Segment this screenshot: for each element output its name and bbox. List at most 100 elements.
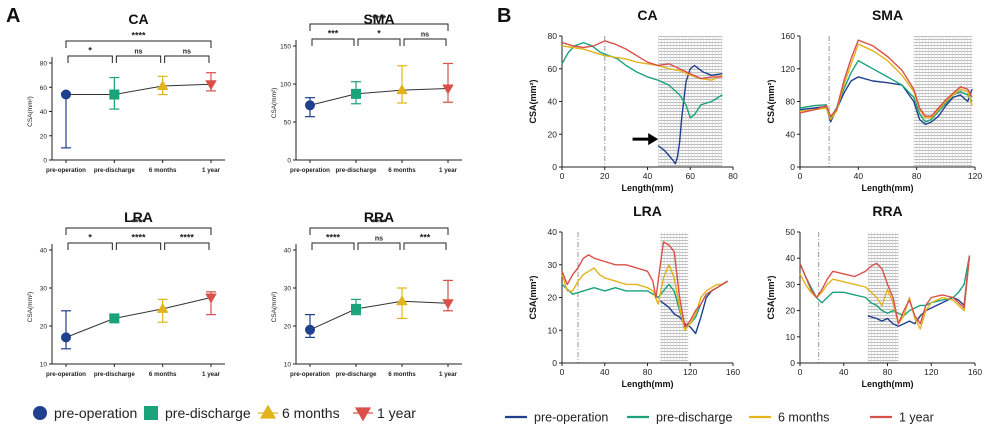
mean-line (66, 83, 212, 96)
mean-marker-6-months (156, 80, 169, 91)
x-tick-label: pre-discharge (336, 167, 377, 174)
significance-label: **** (372, 14, 387, 24)
y-tick-label: 120 (781, 64, 795, 74)
annotation-arrow-head (648, 133, 659, 146)
y-tick-label: 20 (284, 324, 292, 331)
series-line-1-year (799, 39, 973, 117)
y-tick-label: 0 (790, 162, 795, 172)
series-line-6-months (799, 43, 973, 121)
x-tick-label: 1 year (202, 167, 220, 174)
y-axis-label: CSA(mm²) (528, 275, 538, 319)
significance-bracket (115, 55, 162, 63)
legend-label: pre-discharge (165, 405, 251, 421)
y-axis-label: CSA(mm²) (27, 96, 34, 127)
y-axis-label: CSA(mm²) (271, 292, 278, 323)
mean-marker-pre-discharge (109, 89, 120, 100)
y-tick-label: 30 (284, 286, 292, 293)
x-tick-label: 120 (924, 367, 938, 377)
chart-title: LRA (124, 209, 153, 225)
chart-a-sma: SMA 0 50 100 150 CSA(mm²) pre-operation pre-dis… (271, 11, 462, 174)
mean-marker-pre-operation (305, 100, 315, 111)
x-tick-label: 1 year (202, 371, 220, 378)
y-tick-label: 0 (43, 158, 47, 165)
y-axis-label: CSA(mm²) (766, 275, 776, 319)
y-tick-label: 30 (40, 286, 48, 293)
x-tick-label: pre-discharge (94, 167, 135, 174)
x-axis-label: Length(mm) (862, 379, 914, 389)
legend-label: pre-operation (54, 405, 137, 421)
chart-title: RRA (364, 209, 394, 225)
y-tick-label: 80 (548, 31, 558, 41)
legend-label: pre-operation (534, 411, 608, 425)
x-tick-label: 0 (798, 171, 803, 181)
chart-b-lra: LRA 0 10 20 30 40 0 40 80 120 160 Length(mm) CSA(mm²… (528, 203, 740, 389)
y-axis-label: CSA(mm²) (271, 88, 278, 119)
x-tick-label: 20 (600, 171, 610, 181)
x-tick-label: 160 (968, 367, 982, 377)
y-tick-label: 40 (548, 97, 558, 107)
x-tick-label: pre-operation (290, 167, 330, 174)
x-tick-label: 40 (839, 367, 849, 377)
plots-layer: CA 0 20 40 60 80 CSA(mm²) pre-operation pre-disc… (27, 7, 982, 389)
significance-label: **** (326, 233, 341, 243)
legend-item-pre-operation: pre-operation (33, 405, 137, 421)
y-tick-label: 0 (790, 358, 795, 368)
y-tick-label: 20 (548, 129, 558, 139)
significance-label: *** (420, 233, 431, 243)
mean-marker-pre-discharge (109, 313, 120, 324)
y-tick-label: 60 (40, 85, 48, 92)
x-tick-label: pre-operation (46, 371, 86, 378)
significance-label: * (88, 46, 92, 56)
mean-marker-6-months (156, 302, 169, 313)
y-axis-label: CSA(mm²) (766, 79, 776, 123)
x-axis-label: Length(mm) (862, 183, 914, 193)
significance-bracket (65, 40, 212, 48)
x-axis-label: Length(mm) (622, 379, 674, 389)
y-tick-label: 150 (280, 44, 291, 51)
chart-b-sma: SMA 0 40 80 120 160 0 40 80 120 Length(mm) CSA(mm²) (766, 7, 982, 193)
x-tick-label: 80 (643, 367, 653, 377)
mean-line (309, 88, 449, 106)
y-tick-label: 80 (786, 97, 796, 107)
x-tick-label: 80 (912, 171, 922, 181)
significance-label: **** (180, 233, 195, 243)
mean-marker-pre-discharge (351, 303, 361, 314)
y-tick-label: 10 (284, 362, 292, 369)
x-tick-label: pre-discharge (336, 371, 377, 378)
significance-bracket (357, 38, 401, 46)
significance-bracket (67, 242, 113, 250)
y-tick-label: 0 (552, 162, 557, 172)
mean-marker-1-year (205, 80, 217, 91)
chart-a-lra: LRA 10 20 30 40 CSA(mm²) pre-operation pre-disc… (27, 209, 225, 378)
significance-bracket (164, 242, 210, 250)
y-axis-label: CSA(mm²) (27, 292, 34, 323)
mean-marker-pre-operation (305, 324, 315, 335)
series-line-pre-discharge (799, 255, 971, 317)
mean-marker-6-months (396, 84, 408, 95)
x-tick-label: 60 (686, 171, 696, 181)
x-tick-label: pre-operation (46, 167, 86, 174)
significance-bracket (403, 242, 447, 250)
y-tick-label: 60 (548, 64, 558, 74)
legend-marker-pre-discharge (144, 406, 158, 420)
legend-item-1-year: 1 year (870, 411, 934, 425)
significance-bracket (309, 23, 449, 31)
mean-marker-pre-operation (61, 89, 71, 100)
significance-label: ns (134, 49, 142, 56)
significance-label: **** (131, 233, 146, 243)
mean-marker-1-year (442, 84, 454, 95)
x-tick-label: 1 year (439, 167, 457, 174)
y-tick-label: 40 (786, 129, 796, 139)
chart-title: SMA (872, 7, 903, 23)
panel-label-b: B (497, 5, 511, 27)
mean-marker-pre-discharge (351, 88, 361, 99)
significance-label: **** (131, 31, 146, 41)
x-tick-label: 6 months (149, 167, 177, 174)
significance-label: * (377, 29, 381, 39)
x-tick-label: 0 (798, 367, 803, 377)
legend-label: 1 year (899, 411, 934, 425)
y-tick-label: 20 (786, 306, 796, 316)
y-tick-label: 40 (284, 248, 292, 255)
series-line-6-months (561, 264, 729, 331)
